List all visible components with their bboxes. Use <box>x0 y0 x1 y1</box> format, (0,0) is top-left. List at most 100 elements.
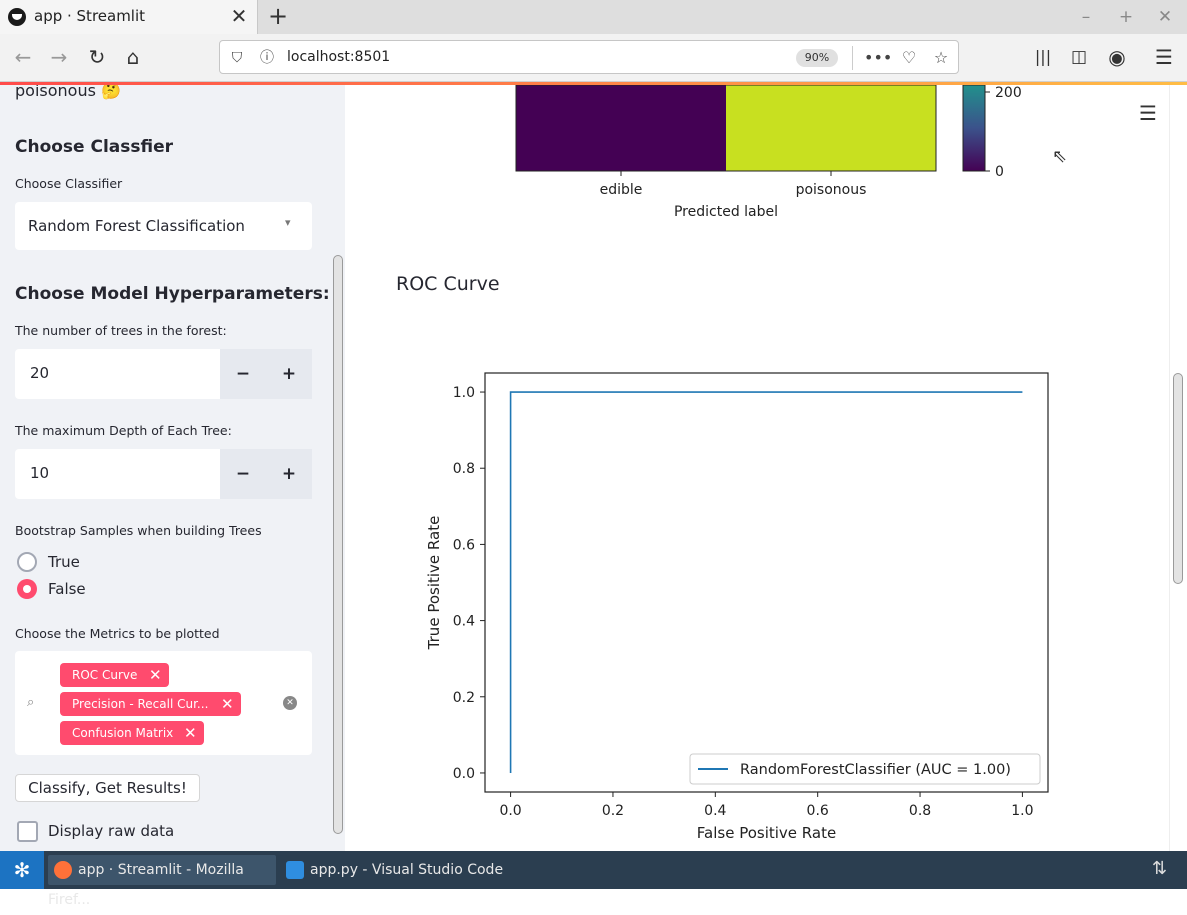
reload-icon[interactable]: ↻ <box>88 45 106 69</box>
clear-all-icon[interactable]: ✕ <box>283 696 297 710</box>
metrics-multiselect[interactable]: ⌕ ROC Curve ✕ Precision - Recall Cur... … <box>15 651 312 755</box>
minimize-window-button[interactable]: – <box>1081 7 1091 27</box>
x-tick-label: 0.4 <box>704 803 726 819</box>
trees-label: The number of trees in the forest: <box>15 323 227 338</box>
back-arrow-icon[interactable]: ← <box>14 45 32 69</box>
home-icon[interactable]: ⌂ <box>126 45 140 69</box>
y-tick-label: 0.8 <box>453 461 475 477</box>
colorbar-tick-label-200: 200 <box>995 85 1022 101</box>
trees-increment-button[interactable]: + <box>266 349 312 399</box>
y-tick-label: 0.0 <box>453 766 475 782</box>
tab-close-icon[interactable]: ✕ <box>230 4 248 28</box>
pocket-icon[interactable]: ♡ <box>901 48 917 67</box>
remove-chip-icon[interactable]: ✕ <box>149 666 162 684</box>
x-tick-label: 0.8 <box>909 803 931 819</box>
streamlit-menu-icon[interactable]: ☰ <box>1139 101 1157 125</box>
hyperparameters-heading: Choose Model Hyperparameters: <box>15 284 330 304</box>
os-taskbar: ✻ app · Streamlit - Mozilla Firef... app… <box>0 851 1187 908</box>
remove-chip-icon[interactable]: ✕ <box>184 724 197 742</box>
navigation-bar: ← → ↻ ⌂ ⛉ ⓘ localhost:8501 90% ••• ♡ ☆ |… <box>0 34 1187 82</box>
confusion-matrix-plot: edible poisonous Predicted label 200 0 <box>515 85 1022 220</box>
roc-legend: RandomForestClassifier (AUC = 1.00) <box>689 753 1041 785</box>
colorbar <box>962 85 986 172</box>
url-bar[interactable]: ⛉ ⓘ localhost:8501 90% ••• ♡ ☆ <box>219 40 959 74</box>
bookmark-star-icon[interactable]: ☆ <box>933 48 949 67</box>
library-icon[interactable]: ||| <box>1034 47 1052 66</box>
sidebar-scrollbar-thumb[interactable] <box>333 255 343 834</box>
x-tick-label: 1.0 <box>1011 803 1033 819</box>
shield-icon[interactable]: ⛉ <box>231 50 243 66</box>
mouse-cursor-icon: ⇖ <box>1052 146 1068 167</box>
x-tick-label: 0.0 <box>499 803 521 819</box>
metrics-label: Choose the Metrics to be plotted <box>15 626 220 641</box>
sidebar-toggle-icon[interactable]: ◫ <box>1070 47 1088 67</box>
confusion-cell-poisonous <box>726 85 936 171</box>
depth-decrement-button[interactable]: − <box>220 449 266 499</box>
bootstrap-false-label[interactable]: False <box>48 580 86 598</box>
trees-number-input: 20 − + <box>15 349 312 399</box>
url-text[interactable]: localhost:8501 <box>287 49 391 65</box>
classifier-select[interactable]: Random Forest Classification ▾ <box>15 202 312 250</box>
browser-tab[interactable]: app · Streamlit ✕ <box>0 0 258 34</box>
metric-chip-label: Confusion Matrix <box>72 726 174 740</box>
main-scrollbar-thumb[interactable] <box>1173 373 1183 584</box>
sidebar: poisonous 🤔 Choose Classfier Choose Clas… <box>0 85 331 851</box>
taskbar-vscode-item[interactable]: app.py - Visual Studio Code <box>280 855 520 885</box>
new-tab-icon[interactable]: + <box>267 2 289 30</box>
y-tick-label: 1.0 <box>453 385 475 401</box>
maximize-window-button[interactable]: + <box>1118 7 1134 27</box>
classify-button[interactable]: Classify, Get Results! <box>15 774 200 802</box>
confusion-cell-edible <box>516 85 726 171</box>
network-tray-icon[interactable]: ⇅ <box>1152 858 1168 879</box>
search-icon: ⌕ <box>27 695 35 710</box>
streamlit-favicon-icon <box>8 8 26 26</box>
sidebar-header-fragment: poisonous 🤔 <box>15 85 121 100</box>
trees-input-field[interactable]: 20 <box>15 349 220 399</box>
page-actions-icon[interactable]: ••• <box>864 48 893 67</box>
bootstrap-false-radio[interactable] <box>17 579 37 599</box>
x-axis-label: False Positive Rate <box>697 824 836 842</box>
trees-decrement-button[interactable]: − <box>220 349 266 399</box>
depth-input-field[interactable]: 10 <box>15 449 220 499</box>
firefox-icon <box>54 861 72 879</box>
metric-chip-roc[interactable]: ROC Curve ✕ <box>60 663 169 687</box>
y-tick-label: 0.2 <box>453 690 475 706</box>
y-axis-label: True Positive Rate <box>425 516 443 651</box>
classifier-heading: Choose Classfier <box>15 137 174 157</box>
roc-lines <box>509 391 1023 773</box>
bootstrap-label: Bootstrap Samples when building Trees <box>15 523 262 538</box>
colorbar-tick-label-0: 0 <box>995 164 1004 180</box>
zoom-level-badge[interactable]: 90% <box>796 49 838 67</box>
classifier-select-value: Random Forest Classification <box>28 217 245 235</box>
metric-chip-precision-recall[interactable]: Precision - Recall Cur... ✕ <box>60 692 241 716</box>
roc-axes: 0.0 0.2 0.4 0.6 0.8 1.0 0.0 0.2 0.4 0.6 0.8 1.0 Fals… <box>425 372 1049 842</box>
trees-value: 20 <box>30 364 50 382</box>
confusion-xtick-label-poisonous: poisonous <box>796 182 867 198</box>
bootstrap-true-radio[interactable] <box>17 552 37 572</box>
raw-data-checkbox[interactable] <box>17 821 38 842</box>
account-icon[interactable]: ◉ <box>1108 45 1126 69</box>
chevron-down-icon[interactable]: ▾ <box>285 216 291 229</box>
close-window-button[interactable]: ✕ <box>1157 7 1173 27</box>
plot-frame <box>484 372 1049 793</box>
confusion-frame <box>515 85 937 172</box>
x-tick-label: 0.2 <box>602 803 624 819</box>
depth-increment-button[interactable]: + <box>266 449 312 499</box>
roc-series-line <box>509 391 1023 773</box>
taskbar-vscode-label: app.py - Visual Studio Code <box>310 862 504 878</box>
metric-chip-confusion-matrix[interactable]: Confusion Matrix ✕ <box>60 721 204 745</box>
info-icon[interactable]: ⓘ <box>260 50 274 66</box>
confusion-xtick-label-edible: edible <box>600 182 643 198</box>
start-menu-icon[interactable]: ✻ <box>0 851 44 889</box>
legend-box <box>689 753 1041 785</box>
raw-data-label[interactable]: Display raw data <box>48 822 175 840</box>
y-tick-label: 0.4 <box>453 614 475 630</box>
forward-arrow-icon[interactable]: → <box>50 45 68 69</box>
bootstrap-true-label[interactable]: True <box>48 553 80 571</box>
taskbar-firefox-label: app · Streamlit - Mozilla Firef... <box>48 862 244 908</box>
taskbar-firefox-item[interactable]: app · Streamlit - Mozilla Firef... <box>48 855 276 908</box>
menu-icon[interactable]: ☰ <box>1155 45 1173 69</box>
remove-chip-icon[interactable]: ✕ <box>221 695 234 713</box>
y-tick-label: 0.6 <box>453 537 475 553</box>
url-divider <box>852 46 853 70</box>
